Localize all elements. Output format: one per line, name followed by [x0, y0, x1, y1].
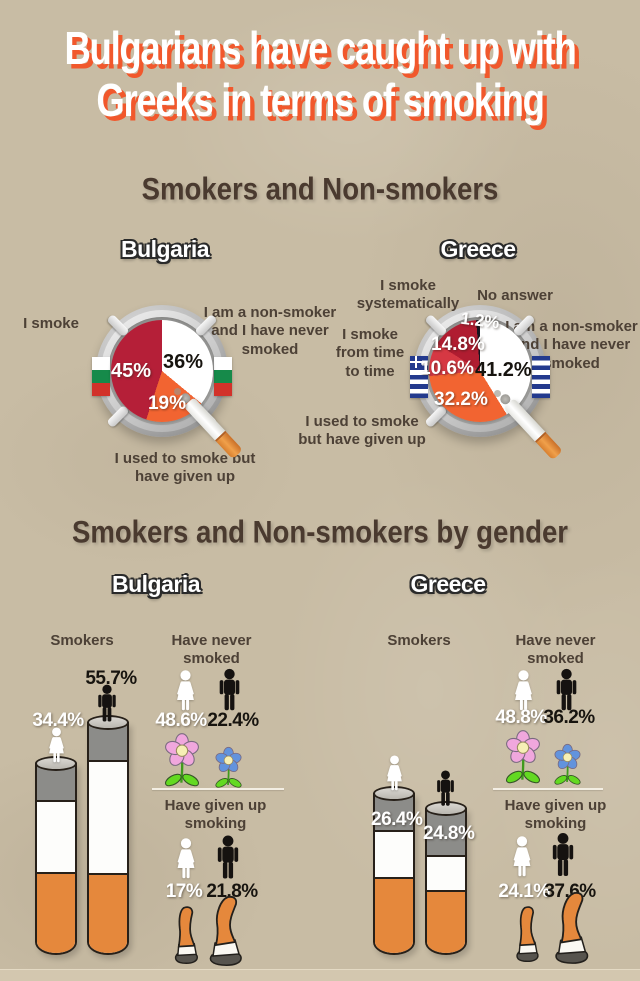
- female-icon: [383, 755, 406, 792]
- cigarette-bar-gr-female: [373, 786, 415, 955]
- pie-value-bg-nonsmoker: 36%: [162, 351, 204, 373]
- cigarette-bar-body: [35, 763, 77, 955]
- smoke-puff-icon: [174, 388, 181, 395]
- cigarette-bar-filter: [375, 879, 413, 953]
- female-icon: [508, 836, 536, 878]
- female-icon: [172, 670, 199, 712]
- male-icon: [216, 668, 243, 712]
- flower-icon: [158, 732, 206, 788]
- given-up-label-bulgaria: Have given up smoking: [164, 797, 267, 833]
- cigarette-bar-top: [373, 786, 415, 801]
- never-smoked-label-bulgaria: Have never smoked: [171, 632, 252, 668]
- greece-flag-canton: [410, 356, 422, 368]
- bulgaria-flag-band-left: [92, 357, 110, 396]
- divider: [493, 788, 603, 790]
- value-gr-never-female: 48.8%: [495, 707, 547, 728]
- male-icon: [549, 832, 577, 878]
- pie-value-gr-nonsmoker: 41.2%: [475, 359, 532, 381]
- cigarette-bar-gr-male: [425, 801, 467, 955]
- value-gr-smokers-male: 24.8%: [423, 823, 475, 844]
- greece-flag-band-left: [410, 356, 428, 398]
- pie-value-bg-smoke: 45%: [110, 360, 152, 382]
- cigarette-bar-filter: [89, 875, 127, 953]
- pie-label-gr-occasional: I smoke from time to time: [335, 326, 405, 380]
- pie-label-bg-smoke: I smoke: [23, 315, 79, 332]
- value-gr-never-male: 36.2%: [543, 707, 595, 728]
- bottom-strip: [0, 969, 640, 981]
- cigarette-bar-filter: [37, 874, 75, 953]
- cigarette-bar-filter: [427, 892, 465, 953]
- cigarette-bar-bg-male: [87, 715, 129, 955]
- value-bg-smokers-male: 55.7%: [85, 668, 137, 689]
- pie-label-gr-nonsmoker: I am a non-smoker and I have never smoke…: [505, 318, 638, 372]
- male-icon: [434, 770, 457, 807]
- value-bg-never-female: 48.6%: [155, 710, 207, 731]
- smoke-puff-icon: [494, 390, 501, 397]
- cigarette-bar-body: [425, 808, 467, 955]
- bulgaria-flag-band-right: [214, 357, 232, 396]
- cigarette-filter: [534, 431, 563, 461]
- page-title-line1: Bulgarians have caught up with: [64, 22, 576, 74]
- pie-value-gr-systematic: 14.8%: [431, 334, 485, 355]
- cigarette-bar-paper: [427, 857, 465, 892]
- female-icon: [172, 838, 200, 880]
- male-icon: [553, 668, 580, 712]
- male-icon: [214, 835, 242, 880]
- cigarette-bar-ash: [427, 808, 465, 857]
- country-label-greece-overall: Greece: [440, 236, 516, 262]
- pie-label-gr-givenup: I used to smoke but have given up: [298, 413, 426, 449]
- cigarette-bar-top: [35, 756, 77, 771]
- female-icon: [510, 670, 537, 712]
- pie-label-bg-nonsmoker: I am a non-smoker and I have never smoke…: [203, 304, 337, 358]
- value-gr-givenup-female: 24.1%: [498, 881, 550, 902]
- country-label-bulgaria-overall: Bulgaria: [120, 236, 210, 262]
- given-up-label-greece: Have given up smoking: [504, 797, 607, 833]
- pie-label-gr-systematic: I smoke systematically: [356, 277, 460, 313]
- flower-icon: [499, 729, 547, 785]
- cigarette-bar-paper: [37, 802, 75, 874]
- pie-value-gr-occasional: 10.6%: [420, 358, 474, 379]
- value-bg-never-male: 22.4%: [207, 710, 259, 731]
- country-label-greece-gender: Greece: [410, 571, 486, 597]
- value-gr-smokers-female: 26.4%: [371, 809, 423, 830]
- pie-label-bg-givenup: I used to smoke but have given up: [114, 450, 256, 486]
- cigarette-butt-icon: [171, 905, 204, 965]
- male-icon: [95, 684, 119, 723]
- cigarette-bar-paper: [375, 832, 413, 879]
- pie-value-bg-givenup: 19%: [147, 393, 187, 414]
- country-label-bulgaria-gender: Bulgaria: [111, 571, 201, 597]
- flower-icon: [210, 746, 247, 789]
- value-bg-smokers-female: 34.4%: [32, 710, 84, 731]
- greece-flag-band-right: [532, 356, 550, 398]
- pie-value-gr-givenup: 32.2%: [434, 389, 488, 410]
- cigarette-butt-icon: [551, 890, 593, 966]
- smokers-label-greece: Smokers: [387, 632, 451, 649]
- cigarette-butt-icon: [512, 905, 545, 963]
- section-heading-gender: Smokers and Non-smokers by gender: [71, 515, 569, 551]
- divider: [152, 788, 284, 790]
- cigarette-bar-paper: [89, 762, 127, 875]
- value-bg-givenup-male: 21.8%: [206, 881, 258, 902]
- female-icon: [45, 727, 68, 764]
- cigarette-butt-icon: [206, 894, 246, 968]
- cigarette-bar-top: [425, 801, 467, 816]
- flower-icon: [549, 743, 586, 786]
- pie-label-gr-noanswer: No answer: [477, 287, 553, 304]
- section-heading-overall: Smokers and Non-smokers: [141, 172, 499, 208]
- page-title-line2: Greeks in terms of smoking: [96, 74, 545, 126]
- never-smoked-label-greece: Have never smoked: [515, 632, 596, 668]
- value-bg-givenup-female: 17%: [165, 881, 203, 902]
- cigarette-bar-bg-female: [35, 756, 77, 955]
- smokers-label-bulgaria: Smokers: [50, 632, 114, 649]
- cigarette-bar-body: [87, 722, 129, 955]
